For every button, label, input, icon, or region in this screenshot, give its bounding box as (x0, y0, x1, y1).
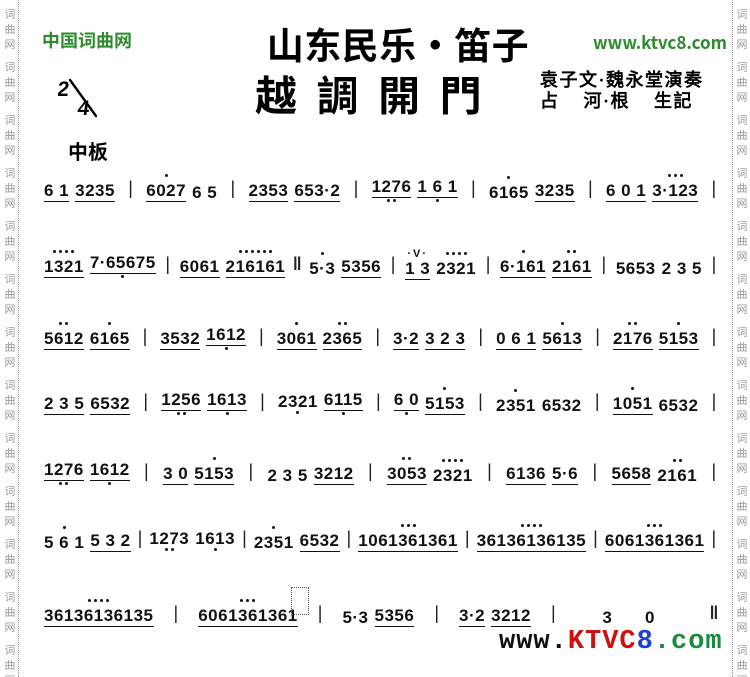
svg-text:4: 4 (76, 97, 91, 118)
svg-text:2: 2 (58, 78, 71, 101)
